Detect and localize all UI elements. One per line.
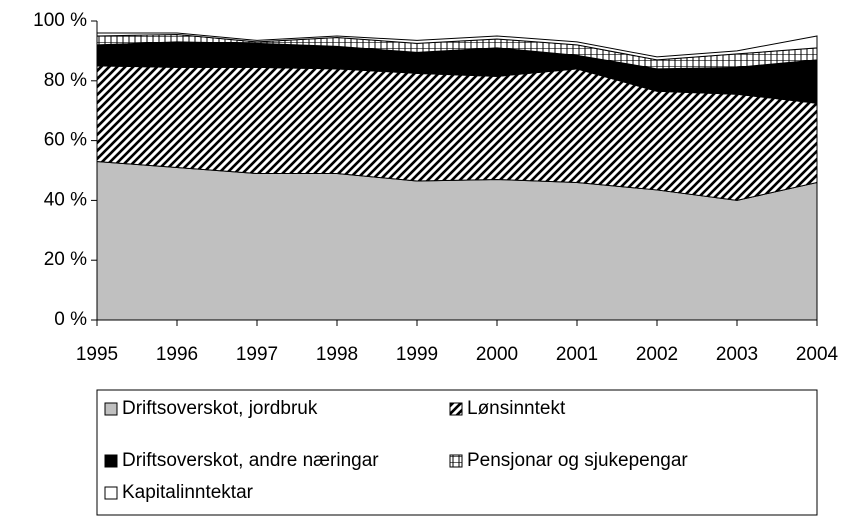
- legend-swatch: [104, 486, 118, 500]
- legend-label: Pensjonar og sjukepengar: [467, 450, 688, 471]
- legend-swatch: [104, 402, 118, 416]
- x-tick-label: 1999: [396, 344, 438, 365]
- x-tick-label: 2003: [716, 344, 758, 365]
- legend-label: Kapitalinntektar: [122, 482, 254, 503]
- x-tick-label: 1997: [236, 344, 278, 365]
- x-tick-label: 2004: [796, 344, 839, 365]
- y-tick-label: 40 %: [44, 189, 87, 210]
- area: [96, 32, 818, 61]
- x-tick-label: 1996: [156, 344, 198, 365]
- y-tick-label: 60 %: [44, 130, 87, 151]
- x-tick-label: 1998: [316, 344, 358, 365]
- legend-label: Lønsinntekt: [467, 398, 566, 419]
- legend-swatch: [449, 402, 463, 416]
- legend-swatch: [104, 454, 118, 468]
- y-tick-label: 20 %: [44, 249, 87, 270]
- y-tick-label: 0 %: [54, 309, 87, 330]
- x-tick-label: 1995: [76, 344, 118, 365]
- x-tick-label: 2000: [476, 344, 518, 365]
- legend-label: Driftsoverskot, jordbruk: [122, 398, 318, 419]
- x-tick-label: 2001: [556, 344, 598, 365]
- y-tick-label: 80 %: [44, 70, 87, 91]
- legend-label: Driftsoverskot, andre næringar: [122, 450, 379, 471]
- legend-swatch: [449, 454, 463, 468]
- x-tick-label: 2002: [636, 344, 678, 365]
- y-tick-label: 100 %: [33, 10, 87, 31]
